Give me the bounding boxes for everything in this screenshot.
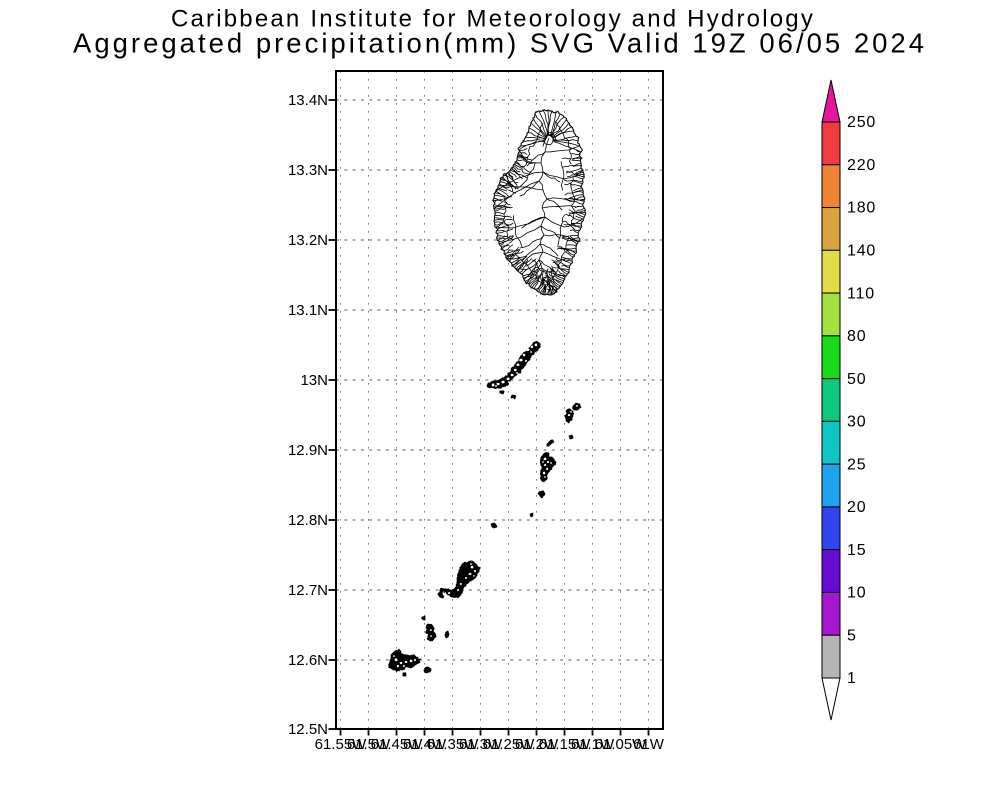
svg-text:12.7N: 12.7N	[288, 582, 328, 599]
svg-text:Aggregated precipitation(mm) S: Aggregated precipitation(mm) SVG Valid 1…	[73, 28, 927, 59]
svg-text:110: 110	[847, 285, 875, 302]
svg-text:61.3W: 61.3W	[459, 736, 503, 753]
svg-text:80: 80	[847, 328, 866, 345]
svg-text:12.9N: 12.9N	[288, 442, 328, 459]
svg-text:13.1N: 13.1N	[288, 302, 328, 319]
svg-text:61.35W: 61.35W	[427, 736, 480, 753]
svg-text:12.8N: 12.8N	[288, 512, 328, 529]
svg-text:13.3N: 13.3N	[288, 162, 328, 179]
svg-text:61W: 61W	[633, 736, 665, 753]
svg-text:61.1W: 61.1W	[571, 736, 615, 753]
svg-text:140: 140	[847, 243, 876, 260]
svg-text:1: 1	[847, 670, 857, 687]
svg-text:250: 250	[847, 114, 876, 131]
svg-text:12.5N: 12.5N	[288, 721, 328, 738]
svg-text:180: 180	[847, 200, 876, 217]
svg-text:61.55W: 61.55W	[315, 736, 368, 753]
svg-text:50: 50	[847, 371, 866, 388]
svg-text:61.5W: 61.5W	[347, 736, 391, 753]
svg-text:5: 5	[847, 627, 857, 644]
svg-text:30: 30	[847, 414, 866, 431]
svg-text:12.6N: 12.6N	[288, 652, 328, 669]
svg-text:13.4N: 13.4N	[288, 92, 328, 109]
svg-text:61.4W: 61.4W	[403, 736, 447, 753]
svg-text:13N: 13N	[300, 372, 328, 389]
svg-text:220: 220	[847, 157, 876, 174]
svg-text:20: 20	[847, 499, 866, 516]
svg-text:61.15W: 61.15W	[539, 736, 592, 753]
svg-text:61.05W: 61.05W	[595, 736, 648, 753]
svg-text:10: 10	[847, 585, 866, 602]
svg-text:25: 25	[847, 456, 866, 473]
svg-text:15: 15	[847, 542, 866, 559]
svg-text:61.2W: 61.2W	[515, 736, 559, 753]
svg-text:61.45W: 61.45W	[371, 736, 424, 753]
svg-text:61.25W: 61.25W	[483, 736, 536, 753]
svg-text:13.2N: 13.2N	[288, 232, 328, 249]
svg-text:Caribbean Institute for Meteor: Caribbean Institute for Meteorology and …	[171, 6, 815, 33]
